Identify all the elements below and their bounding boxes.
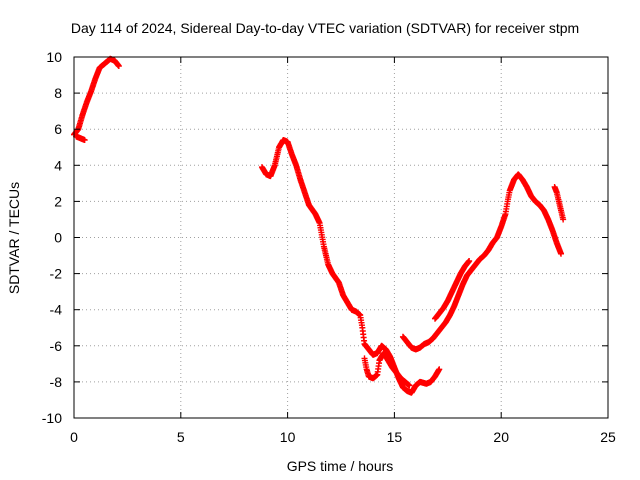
x-tick-label: 0	[70, 429, 78, 445]
data-point	[558, 250, 565, 257]
y-tick-label: 4	[54, 157, 62, 173]
y-tick-label: 2	[54, 193, 62, 209]
axis-ticks	[73, 56, 609, 419]
data-series	[71, 55, 567, 396]
y-axis-label: SDTVAR / TECUs	[6, 182, 22, 294]
x-tick-labels: 0 5 10 15 20 25	[70, 429, 616, 445]
y-tick-label: -2	[50, 266, 63, 282]
y-tick-labels: -10 -8 -6 -4 -2 0 2 4 6 8 10	[42, 49, 62, 426]
data-point	[466, 257, 473, 264]
chart-title: Day 114 of 2024, Sidereal Day-to-day VTE…	[71, 20, 579, 36]
x-tick-label: 15	[387, 429, 403, 445]
y-tick-label: 8	[54, 85, 62, 101]
y-tick-label: -8	[50, 374, 63, 390]
grid-lines	[74, 57, 608, 418]
data-point	[81, 137, 88, 144]
x-axis-label: GPS time / hours	[287, 458, 394, 474]
y-tick-label: -10	[42, 410, 62, 426]
data-point	[560, 216, 567, 223]
y-tick-label: 10	[46, 49, 62, 65]
y-tick-label: 0	[54, 230, 62, 246]
y-tick-label: -4	[50, 302, 63, 318]
x-tick-label: 5	[177, 429, 185, 445]
y-tick-label: -6	[50, 338, 63, 354]
data-point	[115, 63, 122, 70]
y-tick-label: 6	[54, 121, 62, 137]
data-point	[406, 382, 413, 389]
data-point	[436, 366, 443, 373]
x-tick-label: 25	[600, 429, 616, 445]
x-tick-label: 10	[280, 429, 296, 445]
x-tick-label: 20	[493, 429, 509, 445]
